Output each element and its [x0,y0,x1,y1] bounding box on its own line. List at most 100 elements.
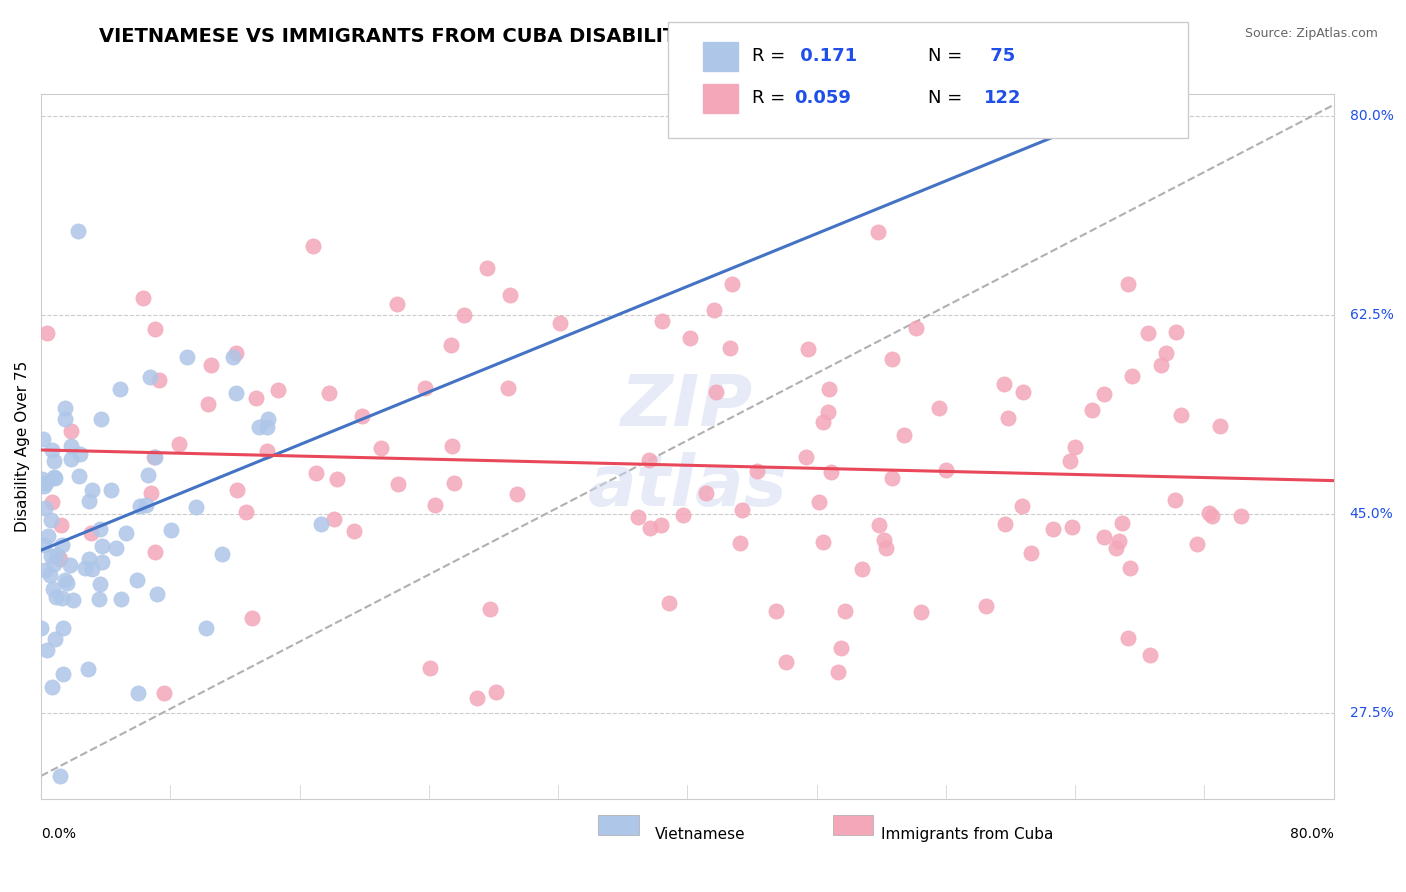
Text: N =: N = [928,89,967,107]
Point [167,436,190,450]
Point [80,562,103,576]
Point [125,573,148,587]
Point [89,522,111,536]
Point [66,224,89,238]
Point [153,686,176,700]
Text: Source: ZipAtlas.com: Source: ZipAtlas.com [1244,27,1378,40]
Point [148,373,170,387]
Point [139,486,162,500]
Point [59,558,82,573]
Point [127,686,149,700]
Point [49,769,72,783]
Text: R =: R = [752,47,792,65]
Point [817,404,839,418]
Point [132,291,155,305]
Point [638,521,661,535]
Point [868,517,890,532]
Point [443,475,465,490]
Point [820,465,842,479]
Point [62,593,84,607]
Point [41,681,63,695]
Text: N =: N = [928,47,967,65]
Point [104,541,127,555]
Point [910,605,932,619]
Point [658,596,681,610]
Point [34,563,56,577]
Point [110,591,132,606]
Point [880,351,903,366]
Point [704,385,727,400]
Point [35,476,58,491]
Text: 122: 122 [984,89,1022,107]
Point [197,396,219,410]
Point [352,409,374,423]
Point [1042,522,1064,536]
Point [44,590,66,604]
Point [720,277,742,291]
Point [1139,648,1161,663]
Point [808,495,831,509]
Point [240,611,263,625]
Point [69,447,91,461]
Point [59,425,82,439]
Point [44,558,66,572]
Point [143,545,166,559]
Point [51,538,73,552]
Point [52,622,75,636]
Point [34,500,56,515]
Point [731,503,754,517]
Point [695,486,717,500]
Point [49,552,72,566]
Point [465,690,488,705]
Text: 45.0%: 45.0% [1350,508,1393,521]
Point [143,450,166,464]
Point [1116,631,1139,645]
Point [811,535,834,549]
Text: 0.0%: 0.0% [41,827,76,841]
Point [44,470,66,484]
Point [75,560,97,574]
Point [868,226,890,240]
Point [309,517,332,532]
Point [997,410,1019,425]
Point [247,419,270,434]
Point [343,524,366,539]
Point [89,412,111,426]
Point [1170,409,1192,423]
Text: 0.171: 0.171 [794,47,858,65]
Point [79,525,101,540]
Point [135,499,157,513]
Point [76,662,98,676]
Point [37,326,59,341]
Point [1198,506,1220,520]
Point [53,573,76,587]
Point [256,419,278,434]
Point [225,385,247,400]
Point [1121,368,1143,383]
Point [318,386,340,401]
Point [1229,509,1251,524]
Point [90,539,112,553]
Point [266,383,288,397]
Point [222,350,245,364]
Point [325,472,347,486]
Point [905,320,928,334]
Point [499,287,522,301]
Point [485,685,508,699]
Point [974,599,997,613]
Point [478,601,501,615]
Point [143,321,166,335]
Point [53,401,76,416]
Point [370,442,392,456]
Point [548,317,571,331]
Point [385,297,408,311]
Point [765,604,787,618]
Point [928,401,950,415]
Point [60,452,83,467]
Point [1111,516,1133,530]
Point [1092,530,1115,544]
Text: Immigrants from Cuba: Immigrants from Cuba [882,827,1053,842]
Point [39,513,62,527]
Point [994,516,1017,531]
Point [42,582,65,596]
